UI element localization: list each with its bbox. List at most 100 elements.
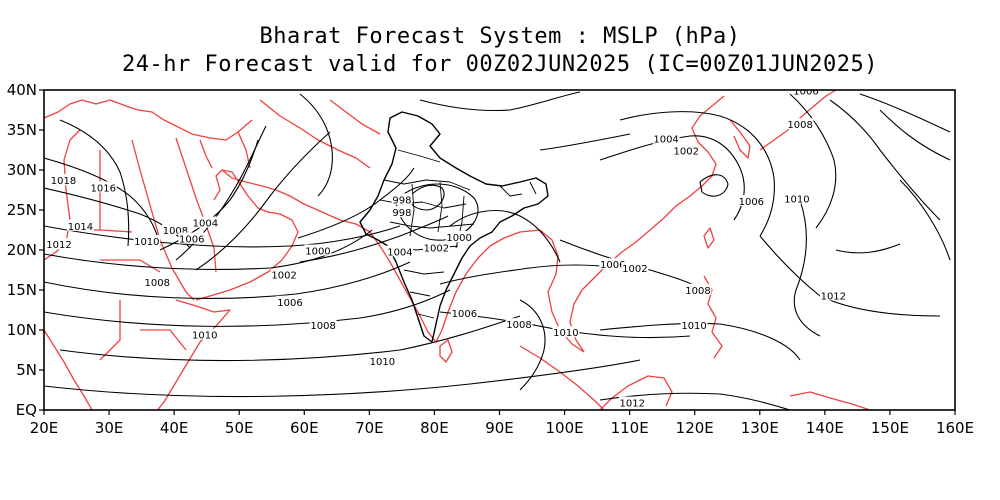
isobar	[599, 322, 801, 361]
y-tick-label: 35N	[7, 121, 37, 139]
coastline-new-guinea	[789, 391, 871, 410]
contour-label: 1006	[739, 197, 764, 208]
contour-label: 1010	[192, 331, 217, 342]
isobar	[539, 133, 631, 151]
isobar-layer	[44, 91, 951, 410]
x-tick-label: 140E	[806, 419, 844, 437]
x-tick-label: 70E	[355, 419, 384, 437]
contour-label: 998	[392, 195, 411, 206]
isobar	[789, 93, 837, 229]
x-tick-label: 60E	[290, 419, 319, 437]
contour-label-bg	[786, 118, 814, 130]
contour-label-bg	[445, 231, 473, 242]
contour-label-bg	[162, 223, 189, 235]
isobar	[899, 179, 951, 261]
isobar	[297, 167, 415, 239]
isobar	[829, 99, 941, 221]
contour-label-bg	[684, 283, 712, 295]
contour-label: 1002	[271, 271, 296, 282]
isobar	[44, 157, 161, 247]
coastline-sumatra	[519, 345, 605, 410]
x-tick-label: 130E	[741, 419, 779, 437]
contour-label: 1010	[681, 321, 706, 332]
y-tick-label: 25N	[7, 201, 37, 219]
contour-label: 1016	[90, 183, 115, 194]
contour-label: 1000	[305, 247, 330, 258]
contour-label-bg	[133, 235, 161, 246]
y-tick-label: 5N	[16, 361, 37, 379]
coastline-india	[355, 223, 541, 363]
contour-label: 1014	[68, 222, 93, 233]
isobar	[44, 225, 401, 248]
contour-label-bg	[819, 289, 847, 301]
contour-label-bg	[737, 195, 765, 206]
contour-label: 1002	[622, 264, 647, 275]
contour-label-bg	[386, 245, 414, 257]
coastline-philippines	[703, 275, 723, 359]
isobar	[699, 174, 729, 197]
isobar	[449, 210, 561, 263]
x-tick-label: 30E	[95, 419, 124, 437]
contour-label: 1018	[51, 176, 76, 187]
contour-label-bg	[391, 206, 413, 218]
isobar	[59, 315, 521, 362]
contour-label: 1004	[387, 247, 412, 258]
y-tick-label: EQ	[16, 401, 37, 419]
contour-label: 1010	[553, 328, 578, 339]
isobar	[439, 264, 621, 285]
contour-label-bg	[792, 90, 820, 96]
contour-label: 1008	[506, 320, 531, 331]
contour-label-bg	[143, 275, 171, 287]
x-tick-label: 110E	[611, 419, 649, 437]
contour-label: 1004	[193, 219, 218, 230]
isobar	[395, 183, 479, 241]
y-tick-label: 10N	[7, 321, 37, 339]
contour-label-bg	[621, 262, 649, 274]
y-axis: 40N 35N 30N 25N 20N 15N 10N 5N EQ	[7, 81, 44, 419]
x-tick-label: 80E	[420, 419, 449, 437]
coastline-china	[649, 95, 725, 231]
contour-label: 1010	[134, 237, 159, 248]
x-tick-label: 150E	[871, 419, 909, 437]
coastline-korea	[729, 119, 751, 159]
y-tick-label: 15N	[7, 281, 37, 299]
isobar	[879, 109, 951, 161]
contour-label-bg	[672, 144, 700, 156]
contour-label-bg	[309, 319, 337, 330]
isobar	[619, 111, 775, 237]
contour-label: 1002	[424, 243, 449, 254]
contour-label: 1006	[452, 309, 477, 320]
contour-label: 1010	[370, 357, 395, 368]
boundary-central-asia	[259, 99, 381, 169]
boundary-africa	[70, 150, 187, 361]
contour-label: 1008	[310, 321, 335, 332]
contour-label-bg	[45, 238, 73, 250]
contour-label: 1002	[674, 147, 699, 158]
contour-label-layer: 1018 1016 1014 1012 1010 1008 1006 1004 1008 1010…	[45, 90, 847, 410]
contour-label: 1006	[277, 298, 302, 309]
isobar	[599, 392, 791, 410]
isobar	[44, 359, 641, 398]
contour-label-bg	[552, 326, 580, 338]
x-tick-label: 20E	[30, 419, 59, 437]
contour-label: 1012	[620, 399, 645, 410]
contour-label: 1006	[179, 235, 204, 246]
contour-label: 1010	[784, 195, 809, 206]
y-tick-label: 30N	[7, 161, 37, 179]
contour-label-bg	[191, 216, 219, 228]
contour-label-bg	[368, 355, 396, 366]
contour-label: 1006	[600, 260, 625, 271]
coastline-mediterranean	[44, 99, 177, 127]
contour-label-bg	[89, 181, 117, 193]
contour-label: 1008	[685, 286, 710, 297]
isobar	[44, 289, 451, 327]
contour-label: 1008	[787, 120, 812, 131]
isobar	[559, 239, 705, 291]
x-tick-label: 50E	[225, 419, 254, 437]
contour-label-bg	[304, 244, 332, 256]
contour-label-bg	[450, 307, 478, 318]
isobar	[599, 135, 745, 221]
contour-label: 1012	[821, 291, 846, 302]
map-subtitle: 24-hr Forecast valid for 00Z02JUN2025 (I…	[122, 52, 878, 77]
isobar	[44, 229, 373, 271]
